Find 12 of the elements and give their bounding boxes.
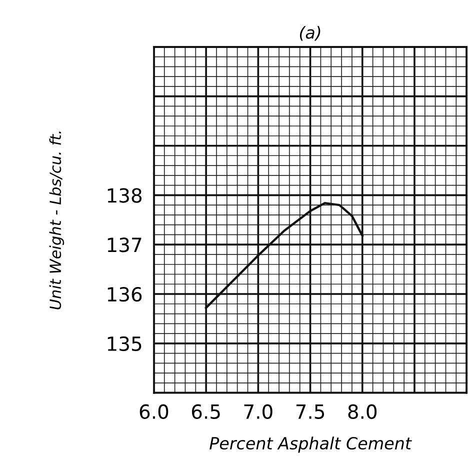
y-tick-label: 138 [108, 188, 142, 203]
x-tick-label: 6.5 [192, 404, 220, 419]
y-tick-label: 137 [108, 238, 142, 252]
y-tick-label: 136 [108, 286, 142, 302]
x-axis-title: Percent Asphalt Cement [210, 436, 412, 453]
x-tick-label: 6.0 [140, 404, 168, 419]
x-tick-label: 7.5 [296, 404, 324, 419]
x-tick-label: 7.0 [244, 404, 272, 419]
x-tick-label: 8.0 [348, 404, 377, 419]
y-axis-title: Unit Weight - Lbs/cu. ft. [49, 132, 64, 310]
y-tick-label: 135 [108, 336, 142, 352]
chart-title: (a) [300, 26, 320, 41]
